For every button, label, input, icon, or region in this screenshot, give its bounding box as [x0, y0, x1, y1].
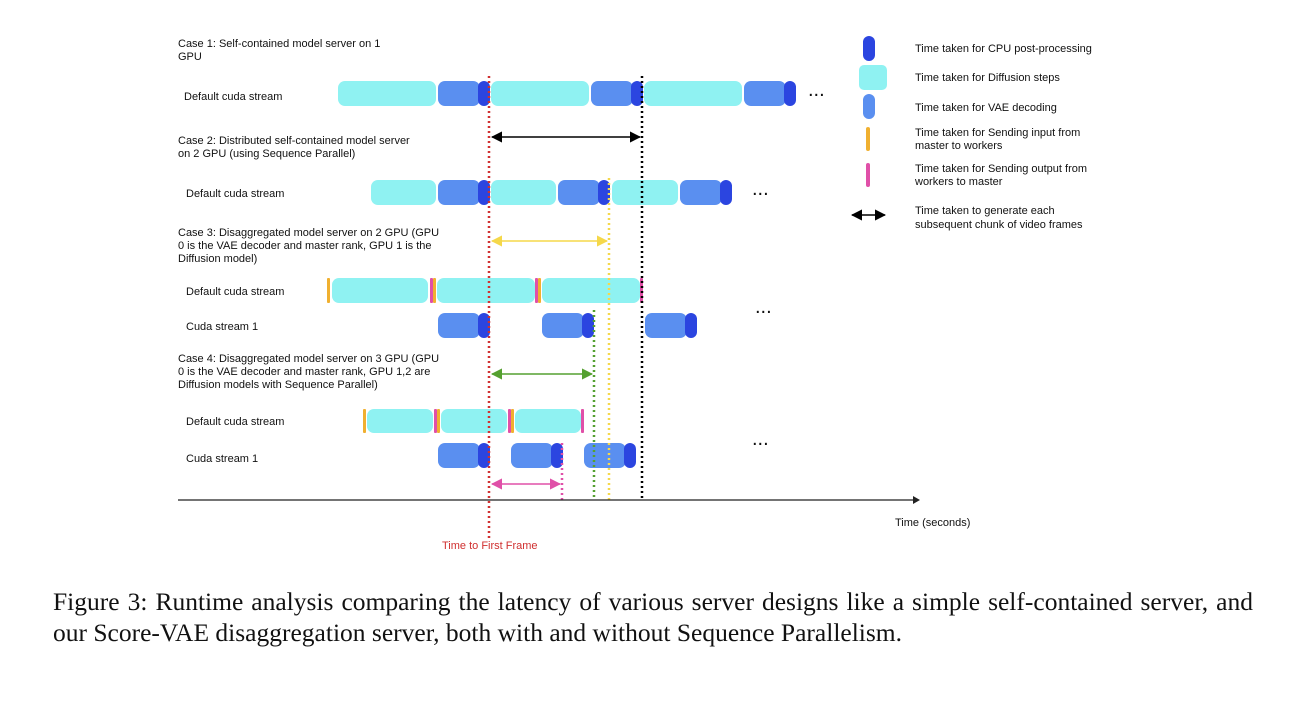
figure-caption: Figure 3: Runtime analysis comparing the… [53, 587, 1253, 647]
case4-cuda-stream-label: Cuda stream 1 [186, 453, 258, 465]
diffusion-block [491, 81, 589, 106]
cpu-block [582, 313, 594, 338]
send-output-marker [434, 409, 437, 433]
vae-block [744, 81, 786, 106]
cpu-block [784, 81, 796, 106]
legend-cpu-swatch [863, 36, 875, 61]
time-axis-label: Time (seconds) [895, 517, 970, 529]
legend-diffusion-label: Time taken for Diffusion steps [915, 72, 1060, 84]
case2-stream-label: Default cuda stream [186, 188, 284, 200]
case3-ellipsis: ... [755, 296, 772, 318]
case2-ellipsis: ... [752, 178, 769, 200]
cpu-block [478, 313, 490, 338]
case4-cuda-timeline [438, 443, 636, 468]
ttff-label: Time to First Frame [442, 540, 538, 552]
vae-block [591, 81, 633, 106]
cpu-block [478, 180, 490, 205]
send-input-marker [327, 278, 330, 303]
diffusion-block [542, 278, 640, 303]
case3-title: Case 3: Disaggregated model server on 2 … [178, 227, 442, 265]
case4-default-stream-label: Default cuda stream [186, 416, 284, 428]
vae-block [438, 180, 480, 205]
case3-default-stream-label: Default cuda stream [186, 286, 284, 298]
send-output-marker [430, 278, 433, 303]
diffusion-block [644, 81, 742, 106]
case3-cuda-timeline [438, 313, 697, 338]
case4-ellipsis: ... [752, 428, 769, 450]
vae-block [584, 443, 626, 468]
vae-block [542, 313, 584, 338]
legend-send-output-swatch [866, 163, 870, 187]
vae-block [645, 313, 687, 338]
diffusion-block [491, 180, 556, 205]
cpu-block [478, 443, 490, 468]
cpu-block [631, 81, 643, 106]
send-input-marker [437, 409, 440, 433]
vae-block [438, 313, 480, 338]
vae-block [680, 180, 722, 205]
case3-default-timeline: ... [327, 278, 772, 318]
cpu-block [478, 81, 490, 106]
case1-ellipsis: ... [808, 79, 825, 101]
send-input-marker [538, 278, 541, 303]
diffusion-block [437, 278, 535, 303]
runtime-analysis-diagram: Case 1: Self-contained model server on 1… [178, 36, 1092, 552]
vae-block [438, 81, 480, 106]
cpu-block [551, 443, 563, 468]
send-input-marker [433, 278, 436, 303]
diffusion-block [338, 81, 436, 106]
legend-send-input-label: Time taken for Sending input from master… [915, 127, 1083, 152]
case3-cuda-stream-label: Cuda stream 1 [186, 321, 258, 333]
legend-diffusion-swatch [859, 65, 887, 90]
send-output-marker [581, 409, 584, 433]
send-output-marker [535, 278, 538, 303]
send-output-marker [508, 409, 511, 433]
vae-block [438, 443, 480, 468]
vae-block [558, 180, 600, 205]
cpu-block [720, 180, 732, 205]
cpu-block [624, 443, 636, 468]
case1-stream-label: Default cuda stream [184, 91, 282, 103]
diffusion-block [612, 180, 678, 205]
legend: Time taken for CPU post-processing Time … [850, 36, 1092, 231]
legend-cpu-label: Time taken for CPU post-processing [915, 43, 1092, 55]
legend-send-input-swatch [866, 127, 870, 151]
cpu-block [685, 313, 697, 338]
case2-title: Case 2: Distributed self-contained model… [178, 135, 413, 160]
legend-vae-label: Time taken for VAE decoding [915, 102, 1057, 114]
diffusion-block [367, 409, 433, 433]
vae-block [511, 443, 553, 468]
case4-title: Case 4: Disaggregated model server on 3 … [178, 353, 442, 391]
diffusion-block [332, 278, 428, 303]
legend-chunk-label: Time taken to generate each subsequent c… [915, 205, 1083, 231]
legend-vae-swatch [863, 94, 875, 119]
diffusion-block [515, 409, 581, 433]
diffusion-block [441, 409, 507, 433]
case1-timeline: ... [338, 79, 825, 106]
cpu-block [598, 180, 610, 205]
case4-default-timeline: ... [363, 409, 769, 450]
legend-send-output-label: Time taken for Sending output from worke… [914, 163, 1090, 188]
diffusion-block [371, 180, 436, 205]
send-input-marker [511, 409, 514, 433]
case2-timeline: ... [371, 178, 769, 205]
time-axis-arrowhead [913, 496, 920, 504]
case1-title: Case 1: Self-contained model server on 1… [178, 38, 383, 63]
send-input-marker [363, 409, 366, 433]
